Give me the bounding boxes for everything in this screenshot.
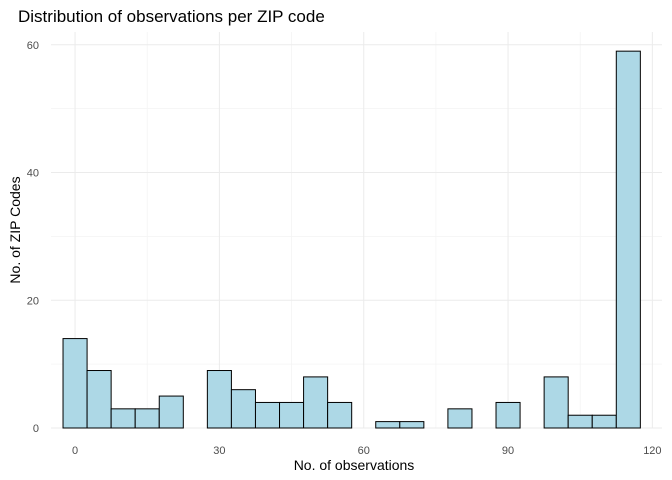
y-axis-title: No. of ZIP Codes [7,176,23,283]
histogram-bar [230,389,256,429]
histogram-bar [303,376,329,429]
x-axis-title: No. of observations [294,457,415,473]
histogram-bar [615,50,641,429]
histogram-bar [158,395,184,429]
histogram-bar [495,401,521,429]
histogram-bar [206,370,232,429]
histogram-bar [591,414,617,429]
grid-lines [51,32,662,429]
histogram-bar [543,376,569,429]
histogram-bar [62,338,88,429]
histogram-bar [134,408,160,429]
bars [62,50,641,429]
histogram-bar [254,401,281,429]
x-tick-label: 90 [502,445,514,457]
histogram-bar [447,408,473,429]
y-tick-label: 60 [27,40,39,52]
histogram-bar [110,408,136,429]
x-tick-label: 0 [72,445,78,457]
y-tick-label: 20 [27,295,39,307]
histogram-bar [279,401,305,429]
y-tick-label: 40 [27,168,39,180]
histogram-bar [399,421,425,429]
histogram-bar [86,370,112,429]
x-tick-label: 30 [213,445,225,457]
y-tick-labels: 0 20 40 60 [27,40,39,435]
histogram-bar [375,421,401,429]
y-tick-label: 0 [33,423,39,435]
histogram-bar [327,401,353,429]
x-tick-label: 60 [358,445,370,457]
chart-title: Distribution of observations per ZIP cod… [18,7,325,26]
x-tick-labels: 0 30 60 90 120 [72,445,662,457]
histogram-bar [567,414,593,429]
x-tick-label: 120 [643,445,661,457]
